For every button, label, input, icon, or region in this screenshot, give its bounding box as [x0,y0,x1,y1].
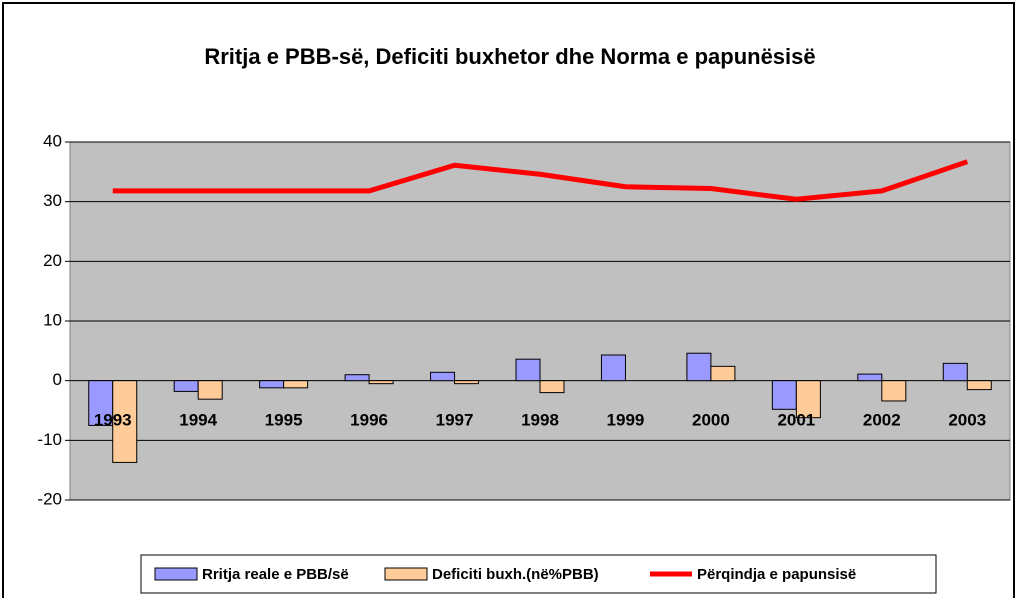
x-tick-label: 1999 [607,410,645,429]
x-tick-label: 2001 [777,410,815,429]
bar [112,380,138,463]
x-tick-label: 1997 [436,410,474,429]
legend-swatch [384,567,428,581]
y-tick-label: 20 [43,251,62,270]
chart-title: Rritja e PBB-së, Deficiti buxhetor dhe N… [204,44,815,69]
legend-label: Përqindja e papunsisë [697,566,856,583]
y-tick-label: -20 [37,489,62,508]
legend-swatch [154,567,198,581]
x-tick-label: 1994 [179,410,217,429]
bar [795,380,821,419]
x-tick-label: 2000 [692,410,730,429]
bar [344,374,370,382]
bar [454,380,480,385]
bar [259,380,285,389]
x-tick-label: 2003 [948,410,986,429]
y-tick-label: -10 [37,430,62,449]
bar [539,380,565,394]
y-tick-label: 10 [43,310,62,329]
bar [515,358,541,382]
x-tick-label: 1995 [265,410,303,429]
bar [368,380,394,385]
bar [600,354,626,382]
bar [686,352,712,382]
y-tick-label: 40 [43,131,62,150]
x-tick-label: 2002 [863,410,901,429]
line [112,159,969,202]
bar [966,380,992,391]
bar [430,371,456,382]
bar [771,380,797,410]
bar [942,362,968,382]
legend-label: Deficiti buxh.(në%PBB) [432,566,599,583]
x-tick-label: 1993 [94,410,132,429]
bar [881,380,907,402]
x-tick-label: 1998 [521,410,559,429]
y-tick-label: 0 [53,370,62,389]
y-tick-label: 30 [43,191,62,210]
bar [857,373,883,382]
bar [710,365,736,382]
bar [197,380,223,400]
bar [283,380,309,389]
legend-label: Rritja reale e PBB/së [202,566,349,583]
bar [173,380,199,392]
x-tick-label: 1996 [350,410,388,429]
legend [140,554,937,594]
